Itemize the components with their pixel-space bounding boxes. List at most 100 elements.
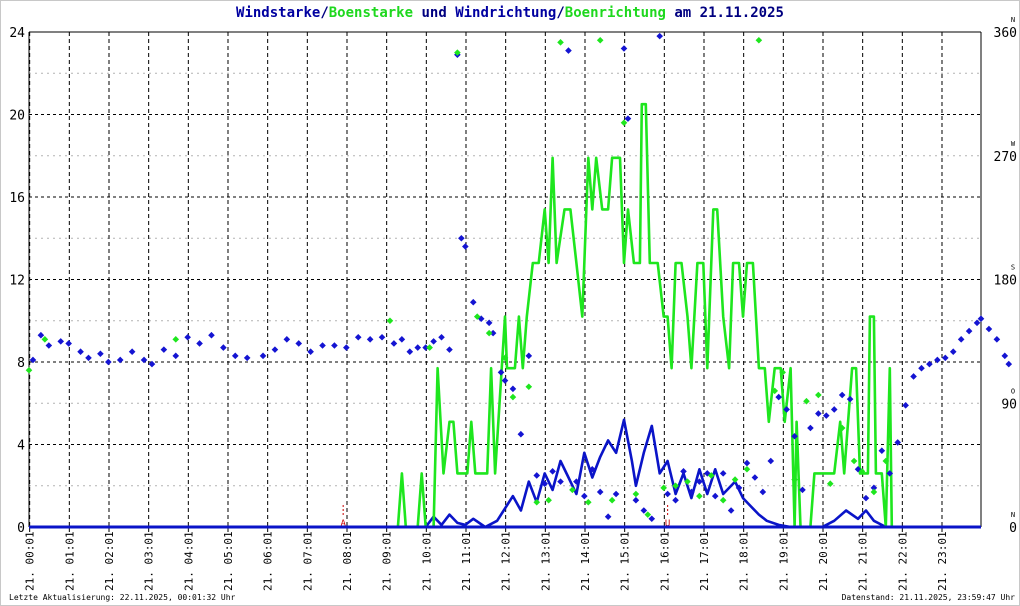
point-windrichtung	[854, 465, 862, 473]
point-boenrichtung	[41, 336, 49, 343]
x-tick-label: 21. 14:01	[579, 531, 592, 591]
point-windrichtung	[1001, 352, 1009, 360]
point-windrichtung	[815, 410, 822, 417]
point-windrichtung	[390, 340, 398, 347]
point-boenrichtung	[779, 369, 786, 376]
x-tick-label: 21. 06:01	[262, 531, 275, 591]
point-windrichtung	[957, 336, 965, 343]
y-left-tick-label: 8	[17, 356, 25, 371]
point-windrichtung	[688, 488, 695, 496]
point-windrichtung	[902, 402, 909, 409]
point-windrichtung	[878, 447, 886, 454]
title-part-4: Windrichtung	[455, 5, 557, 21]
compass-label: S	[1011, 264, 1015, 272]
point-windrichtung	[838, 391, 846, 399]
point-windrichtung	[973, 319, 981, 327]
y-right-tick-label: 180	[994, 274, 1017, 289]
point-windrichtung	[620, 45, 628, 52]
point-boenrichtung	[25, 366, 33, 374]
point-boenrichtung	[386, 317, 394, 325]
point-boenrichtung	[882, 457, 890, 465]
compass-label: N	[1011, 16, 1015, 24]
y-right-tick-label: 360	[994, 26, 1017, 41]
point-boenrichtung	[684, 478, 691, 485]
x-tick-label: 21. 10:01	[420, 531, 433, 591]
point-boenrichtung	[426, 344, 433, 351]
point-windrichtung	[533, 472, 541, 479]
point-windrichtung	[208, 331, 215, 339]
point-boenrichtung	[569, 486, 576, 494]
x-tick-label: 21. 00:01	[24, 531, 37, 591]
point-boenrichtung	[533, 498, 541, 506]
x-tick-label: 21. 07:01	[301, 531, 314, 591]
x-tick-label: 21. 05:01	[222, 531, 235, 591]
point-windrichtung	[565, 47, 572, 54]
point-windrichtung	[711, 492, 719, 500]
point-windrichtung	[271, 346, 279, 353]
point-boenrichtung	[632, 490, 640, 498]
point-boenrichtung	[473, 313, 481, 320]
x-tick-label: 21. 13:01	[539, 531, 552, 591]
point-windrichtung	[469, 298, 477, 306]
point-boenrichtung	[707, 472, 715, 479]
point-windrichtung	[29, 356, 37, 364]
point-boenrichtung	[755, 36, 763, 44]
point-boenrichtung	[608, 496, 616, 504]
point-windrichtung	[354, 333, 362, 341]
point-windrichtung	[588, 465, 596, 473]
compass-label: N	[1011, 511, 1015, 519]
point-boenrichtung	[719, 496, 727, 504]
x-tick-label: 21. 09:01	[381, 531, 394, 591]
series-line-boenstarke	[396, 102, 894, 529]
point-windrichtung	[934, 356, 941, 364]
point-windrichtung	[366, 336, 374, 343]
footer-last-update: Letzte Aktualisierung: 22.11.2025, 00:01…	[9, 593, 236, 602]
point-boenrichtung	[509, 393, 517, 401]
x-tick-label: 21. 16:01	[658, 531, 671, 591]
point-windrichtung	[799, 486, 806, 494]
point-windrichtung	[581, 492, 588, 500]
compass-label: O	[1011, 387, 1015, 395]
point-windrichtung	[378, 333, 386, 341]
point-boenrichtung	[672, 482, 679, 490]
point-windrichtung	[910, 373, 917, 380]
point-windrichtung	[680, 468, 687, 475]
point-windrichtung	[105, 358, 112, 366]
x-tick-label: 21. 01:01	[63, 531, 76, 591]
point-windrichtung	[751, 474, 759, 481]
point-windrichtung	[926, 360, 933, 368]
point-windrichtung	[894, 439, 901, 446]
point-windrichtung	[438, 333, 445, 341]
y-left-tick-label: 16	[9, 191, 25, 206]
point-windrichtung	[830, 406, 838, 413]
marker-label: A	[340, 519, 346, 529]
point-windrichtung	[949, 348, 957, 355]
point-windrichtung	[735, 484, 743, 492]
x-tick-label: 21. 21:01	[857, 531, 870, 591]
point-boenrichtung	[850, 457, 858, 465]
title-part-7: am 21.11.2025	[665, 5, 784, 21]
point-windrichtung	[509, 385, 517, 393]
compass-label: W	[1011, 140, 1016, 148]
point-windrichtung	[985, 325, 993, 333]
point-windrichtung	[696, 478, 703, 485]
y-left-tick-label: 20	[9, 109, 25, 124]
title-part-0: Windstarke	[236, 5, 321, 21]
point-windrichtung	[259, 352, 267, 360]
point-windrichtung	[497, 369, 505, 376]
x-tick-label: 21. 08:01	[341, 531, 354, 591]
point-windrichtung	[517, 430, 525, 438]
point-windrichtung	[604, 513, 612, 520]
point-windrichtung	[557, 478, 564, 485]
point-boenrichtung	[743, 465, 751, 473]
point-windrichtung	[719, 470, 727, 477]
x-tick-label: 21. 20:01	[817, 531, 830, 591]
point-boenrichtung	[803, 397, 810, 405]
point-boenrichtung	[557, 39, 564, 46]
point-windrichtung	[37, 331, 45, 339]
title-part-1: /	[320, 5, 329, 21]
point-windrichtung	[541, 480, 548, 487]
point-boenrichtung	[815, 391, 822, 399]
x-tick-label: 21. 02:01	[103, 531, 116, 591]
